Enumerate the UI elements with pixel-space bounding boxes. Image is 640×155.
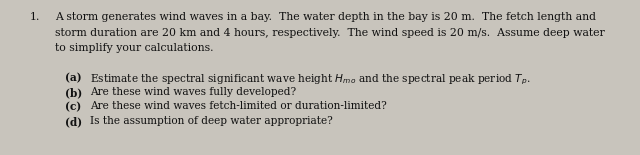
Text: Are these wind waves fully developed?: Are these wind waves fully developed? xyxy=(90,87,296,97)
Text: Estimate the spectral significant wave height $H_{mo}$ and the spectral peak per: Estimate the spectral significant wave h… xyxy=(90,73,531,87)
Text: Is the assumption of deep water appropriate?: Is the assumption of deep water appropri… xyxy=(90,116,333,126)
Text: (a): (a) xyxy=(65,73,82,84)
Text: (b): (b) xyxy=(65,87,83,98)
Text: 1.: 1. xyxy=(30,12,40,22)
Text: storm duration are 20 km and 4 hours, respectively.  The wind speed is 20 m/s.  : storm duration are 20 km and 4 hours, re… xyxy=(55,27,605,38)
Text: to simplify your calculations.: to simplify your calculations. xyxy=(55,43,214,53)
Text: (d): (d) xyxy=(65,116,82,127)
Text: A storm generates wind waves in a bay.  The water depth in the bay is 20 m.  The: A storm generates wind waves in a bay. T… xyxy=(55,12,596,22)
Text: (c): (c) xyxy=(65,102,81,113)
Text: Are these wind waves fetch-limited or duration-limited?: Are these wind waves fetch-limited or du… xyxy=(90,102,387,111)
